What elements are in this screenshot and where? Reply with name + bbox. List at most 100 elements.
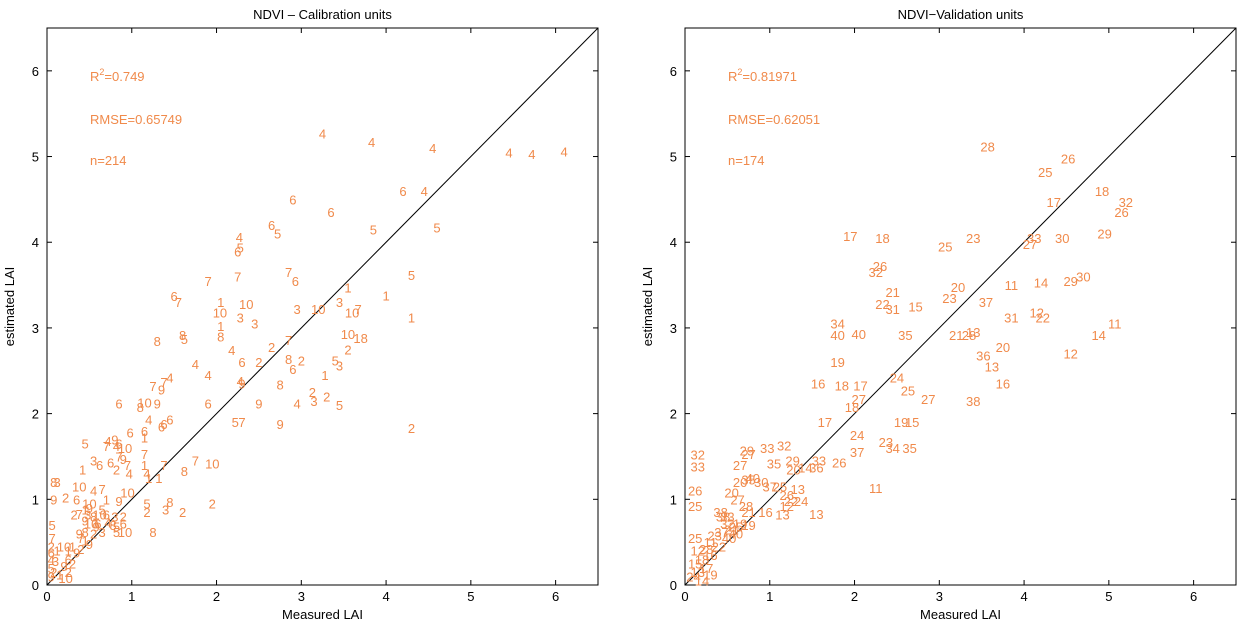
x-tick-label: 3: [936, 589, 943, 604]
data-point: 10: [118, 525, 132, 540]
data-point: 2: [120, 509, 127, 524]
data-point: 4: [293, 396, 300, 411]
data-point: 6: [327, 205, 334, 220]
data-point: 8: [137, 400, 144, 415]
data-point: 2: [48, 539, 55, 554]
data-point: 5: [370, 222, 377, 237]
data-point: 35: [902, 441, 916, 456]
data-point: 37: [763, 479, 777, 494]
data-point: 10: [341, 327, 355, 342]
r-squared-value: =0.81971: [742, 69, 797, 84]
data-point: 20: [724, 485, 738, 500]
data-point: 32: [720, 516, 734, 531]
data-point: 4: [90, 484, 97, 499]
data-point: 6: [126, 425, 133, 440]
data-point: 14: [1034, 276, 1048, 291]
data-point: 12: [1063, 347, 1077, 362]
data-point: 6: [234, 245, 241, 260]
data-point: 3: [111, 509, 118, 524]
plot-frame: [46, 27, 599, 586]
y-tick-label: 5: [670, 150, 677, 165]
data-point: 6: [204, 396, 211, 411]
data-point: 3: [162, 503, 169, 518]
y-tick-label: 2: [670, 407, 677, 422]
data-point: 13: [690, 565, 704, 580]
data-point: 1: [141, 458, 148, 473]
data-point: 5: [332, 353, 339, 368]
data-point: 16: [703, 548, 717, 563]
data-point: 1: [141, 431, 148, 446]
data-point: 2: [90, 527, 97, 542]
data-point: 17: [853, 378, 867, 393]
data-point: 40: [722, 531, 736, 546]
data-point: 4: [560, 144, 567, 159]
data-point: 31: [1004, 311, 1018, 326]
sample-count-annotation: n=174: [728, 153, 765, 168]
data-point: 25: [773, 479, 787, 494]
data-point: 22: [712, 539, 726, 554]
x-tick-label: 5: [1105, 589, 1112, 604]
data-point: 36: [809, 461, 823, 476]
data-point: 4: [204, 368, 211, 383]
chart-title: NDVI – Calibration units: [253, 7, 392, 22]
data-point: 27: [733, 458, 747, 473]
data-point: 1: [69, 539, 76, 554]
data-point: 33: [812, 454, 826, 469]
data-point: 33: [760, 441, 774, 456]
data-point: 2: [323, 389, 330, 404]
data-point: 20: [733, 475, 747, 490]
data-point: 4: [505, 145, 512, 160]
data-point: 2: [65, 565, 72, 580]
data-point: 9: [238, 377, 245, 392]
data-point: 25: [938, 240, 952, 255]
data-point: 4: [143, 467, 150, 482]
data-point: 7: [141, 447, 148, 462]
data-point: 7: [160, 458, 167, 473]
data-point: 21: [724, 522, 738, 537]
data-point: 9: [48, 569, 55, 584]
y-tick-label: 6: [32, 64, 39, 79]
data-point: 10: [92, 508, 106, 523]
r-squared-prefix: R: [90, 69, 99, 84]
data-point: 1: [155, 471, 162, 486]
data-point: 32: [690, 448, 704, 463]
data-point: 10: [57, 539, 71, 554]
data-point: 6: [73, 492, 80, 507]
data-point: 14: [798, 461, 812, 476]
data-point: 18: [875, 231, 889, 246]
data-point: 27: [730, 492, 744, 507]
data-point: 6: [65, 552, 72, 567]
x-tick-label: 4: [1020, 589, 1027, 604]
chart-title: NDVI−Validation units: [898, 7, 1024, 22]
data-point: 6: [120, 516, 127, 531]
data-point: 29: [1063, 274, 1077, 289]
data-point: 4: [104, 434, 111, 449]
data-point: 10: [84, 516, 98, 531]
data-point: 4: [228, 343, 235, 358]
data-point: 4: [48, 552, 55, 567]
data-point: 11: [1108, 317, 1122, 332]
data-point: 9: [73, 545, 80, 560]
data-point: 1: [82, 503, 89, 518]
data-point: 4: [236, 230, 243, 245]
one-to-one-line: [684, 27, 1237, 586]
data-point: 10: [311, 302, 325, 317]
data-point: 11: [869, 481, 883, 496]
data-point: 4: [145, 413, 152, 428]
r-squared-exponent: 2: [99, 67, 104, 77]
data-point: 33: [690, 460, 704, 475]
data-point: 26: [779, 488, 793, 503]
rmse-annotation: RMSE=0.62051: [728, 112, 820, 127]
data-point: 2: [255, 355, 262, 370]
data-point: 1: [321, 368, 328, 383]
data-point: 12: [779, 499, 793, 514]
data-point: 7: [103, 439, 110, 454]
data-point: 5: [113, 525, 120, 540]
data-point: 7: [124, 458, 131, 473]
x-tick-label: 3: [298, 589, 305, 604]
data-point: 14: [695, 574, 709, 589]
data-point: 3: [251, 317, 258, 332]
data-point: 28: [739, 499, 753, 514]
data-point: 35: [767, 456, 781, 471]
data-point: 7: [48, 531, 55, 546]
